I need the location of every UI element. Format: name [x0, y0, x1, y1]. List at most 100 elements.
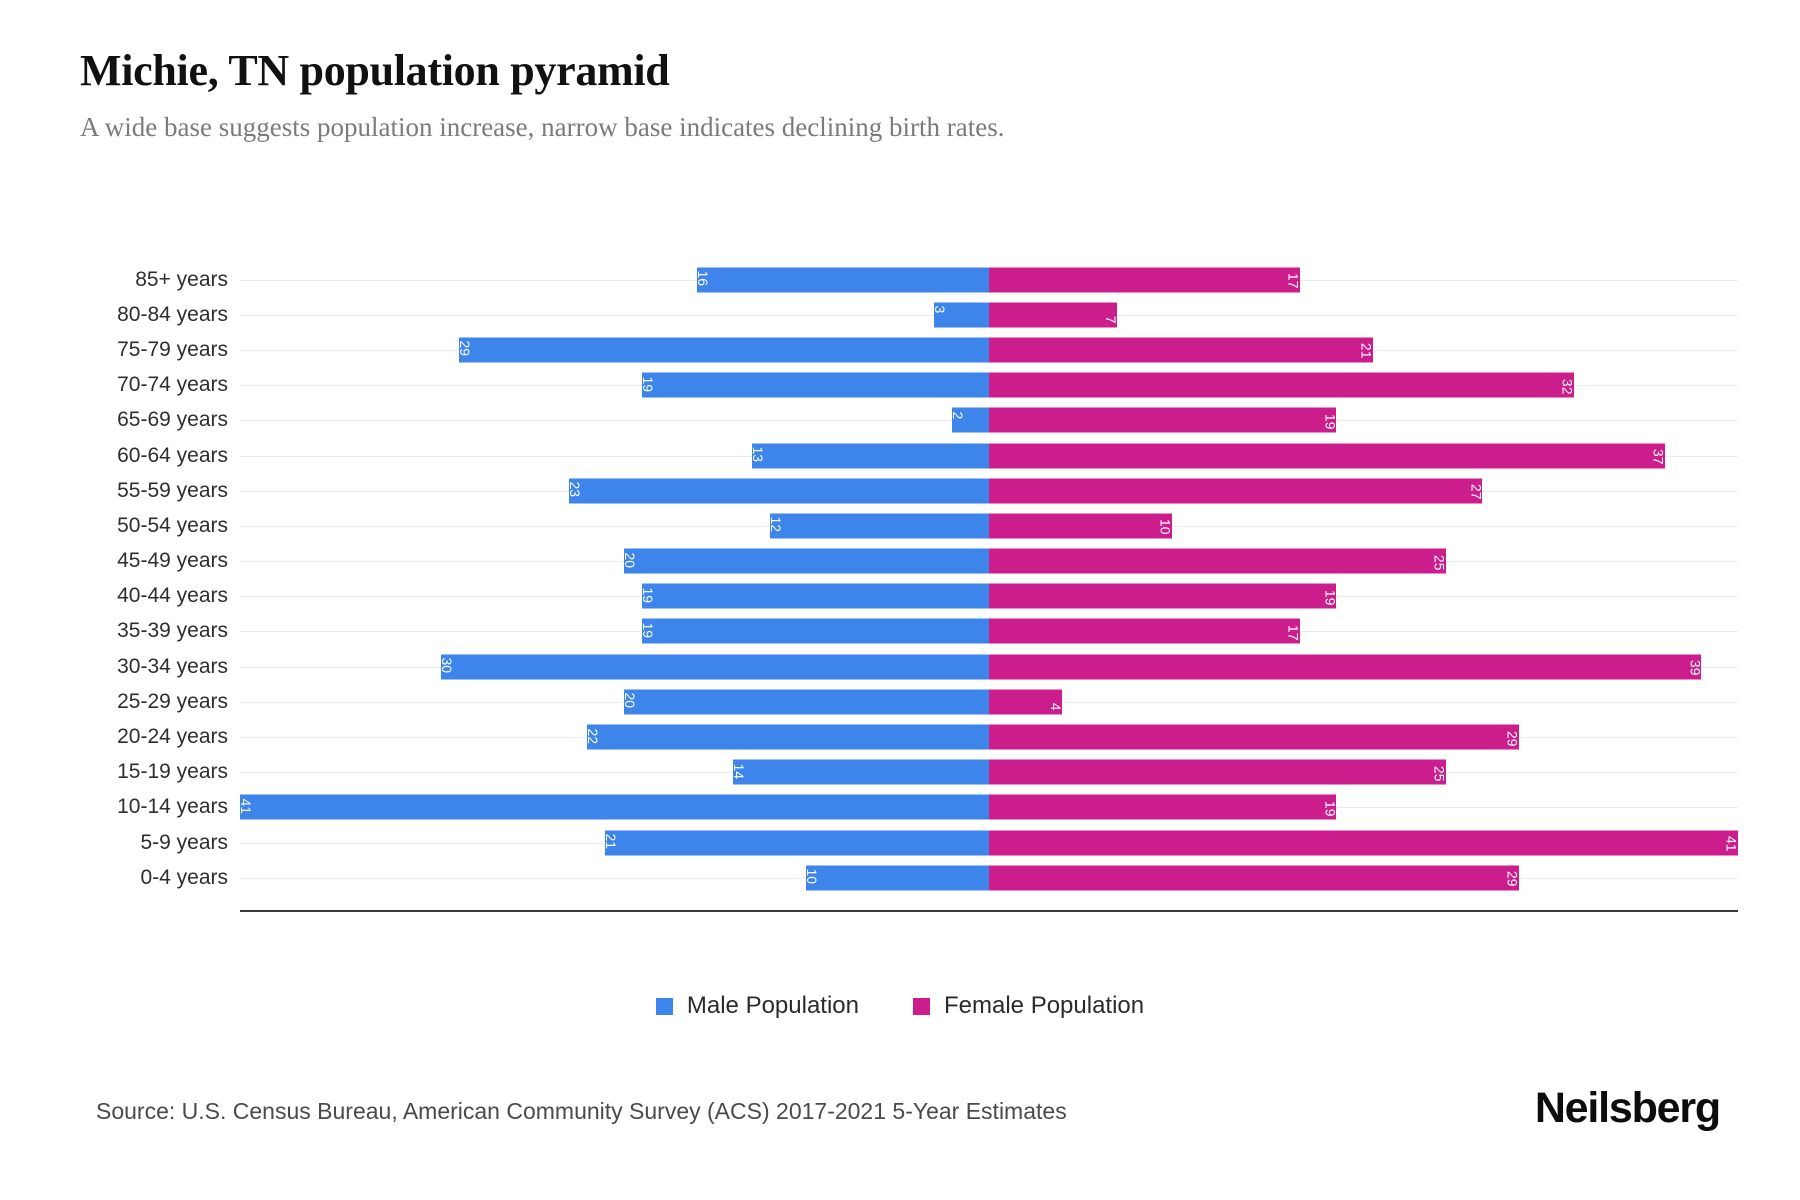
axis-baseline — [240, 910, 1738, 912]
pyramid-row: 25-29 years 20 4 — [0, 684, 1800, 719]
male-bar[interactable]: 41 — [238, 794, 989, 820]
female-bar-value: 10 — [1157, 519, 1174, 535]
male-bar-value: 22 — [585, 728, 602, 744]
pyramid-row: 60-64 years 13 37 — [0, 438, 1800, 473]
male-bar[interactable]: 20 — [622, 548, 989, 574]
male-swatch-icon — [655, 997, 673, 1015]
female-bar[interactable]: 27 — [989, 478, 1484, 504]
female-bar-value: 19 — [1322, 800, 1339, 817]
pyramid-row: 50-54 years 12 10 — [0, 508, 1800, 543]
female-bar[interactable]: 19 — [989, 583, 1339, 609]
male-bar[interactable]: 30 — [438, 654, 989, 680]
female-bar[interactable]: 29 — [989, 865, 1521, 891]
male-bar-value: 30 — [438, 657, 455, 674]
age-group-label: 0-4 years — [140, 865, 228, 889]
female-bar[interactable]: 19 — [989, 407, 1338, 433]
female-bar[interactable]: 39 — [989, 654, 1703, 680]
legend-label-male: Male Population — [686, 992, 859, 1019]
male-bar[interactable]: 19 — [639, 372, 989, 398]
bar-track: 23 27 — [240, 473, 1738, 508]
female-bar[interactable]: 25 — [989, 548, 1448, 574]
male-bar[interactable]: 2 — [950, 407, 989, 433]
male-bar-value: 19 — [639, 622, 656, 639]
male-bar[interactable]: 16 — [695, 267, 989, 293]
female-bar[interactable]: 17 — [989, 618, 1302, 644]
legend-label-female: Female Population — [944, 992, 1145, 1019]
male-bar-value: 19 — [639, 376, 656, 392]
bar-track: 19 19 — [240, 579, 1738, 614]
bar-track: 19 17 — [240, 614, 1738, 649]
bar-track: 22 29 — [240, 719, 1738, 754]
female-bar[interactable]: 10 — [989, 513, 1174, 539]
male-bar[interactable]: 20 — [621, 689, 989, 715]
bar-track: 10 29 — [240, 860, 1738, 895]
male-bar[interactable]: 23 — [566, 478, 989, 504]
age-group-label: 55-59 years — [117, 478, 228, 502]
age-group-label: 45-49 years — [117, 549, 228, 573]
bar-track: 12 10 — [240, 508, 1738, 543]
female-bar-value: 29 — [1504, 871, 1521, 887]
male-bar[interactable]: 13 — [750, 443, 989, 469]
female-bar[interactable]: 29 — [989, 724, 1521, 750]
female-bar-value: 17 — [1285, 273, 1302, 289]
female-bar[interactable]: 19 — [989, 794, 1339, 820]
legend-item-male[interactable]: Male Population — [655, 992, 859, 1020]
pyramid-row: 70-74 years 19 32 — [0, 368, 1800, 403]
bar-track: 14 25 — [240, 755, 1738, 790]
female-bar[interactable]: 32 — [989, 372, 1576, 398]
male-bar-value: 23 — [566, 481, 583, 498]
female-bar[interactable]: 21 — [989, 337, 1375, 363]
bar-track: 2 19 — [240, 403, 1738, 438]
female-bar-value: 32 — [1559, 378, 1576, 395]
bar-track: 20 4 — [240, 684, 1738, 719]
bar-track: 41 19 — [238, 790, 1738, 825]
female-bar[interactable]: 25 — [989, 759, 1448, 785]
bar-track: 19 32 — [240, 368, 1738, 403]
male-bar[interactable]: 19 — [639, 583, 989, 609]
female-bar-value: 7 — [1102, 315, 1119, 324]
pyramid-row: 30-34 years 30 39 — [0, 649, 1800, 684]
female-bar-value: 19 — [1322, 589, 1339, 606]
pyramid-row: 15-19 years 14 25 — [0, 755, 1800, 790]
bar-track: 13 37 — [240, 438, 1738, 473]
pyramid-rows: 85+ years 16 17 80-84 years 3 7 75-79 years 29 2… — [0, 262, 1800, 895]
male-bar-value: 2 — [950, 411, 967, 420]
male-bar[interactable]: 3 — [932, 302, 989, 328]
female-swatch-icon — [913, 997, 930, 1015]
male-bar-value: 12 — [767, 516, 784, 533]
page-title: Michie, TN population pyramid — [80, 46, 670, 95]
female-bar-value: 41 — [1724, 836, 1740, 852]
female-bar[interactable]: 7 — [989, 302, 1119, 328]
age-group-label: 5-9 years — [140, 830, 228, 854]
female-bar[interactable]: 41 — [989, 830, 1740, 856]
male-bar[interactable]: 14 — [731, 759, 989, 785]
chart-subtitle: A wide base suggests population increase… — [80, 112, 1005, 143]
age-group-label: 50-54 years — [117, 513, 228, 537]
pyramid-row: 40-44 years 19 19 — [0, 579, 1800, 614]
pyramid-row: 65-69 years 2 19 — [0, 403, 1800, 438]
male-bar-value: 20 — [621, 692, 638, 709]
male-bar[interactable]: 12 — [767, 513, 989, 539]
male-bar-value: 10 — [804, 868, 821, 885]
legend-item-female[interactable]: Female Population — [913, 992, 1144, 1020]
female-bar-value: 29 — [1504, 730, 1521, 747]
age-group-label: 15-19 years — [117, 760, 228, 784]
male-bar[interactable]: 22 — [585, 724, 989, 750]
female-bar[interactable]: 37 — [989, 443, 1667, 469]
male-bar[interactable]: 19 — [639, 618, 989, 644]
source-note: Source: U.S. Census Bureau, American Com… — [96, 1098, 1067, 1124]
female-bar-value: 25 — [1431, 765, 1448, 782]
male-bar[interactable]: 21 — [603, 830, 989, 856]
bar-track: 29 21 — [240, 332, 1738, 367]
male-bar[interactable]: 29 — [457, 337, 989, 363]
bar-track: 21 41 — [240, 825, 1740, 860]
female-bar[interactable]: 4 — [989, 689, 1064, 715]
pyramid-row: 55-59 years 23 27 — [0, 473, 1800, 508]
male-bar-value: 19 — [639, 587, 656, 603]
chart-header: Michie, TN population pyramid A wide bas… — [80, 46, 1720, 144]
pyramid-row: 80-84 years 3 7 — [0, 297, 1800, 332]
male-bar[interactable]: 10 — [804, 865, 989, 891]
female-bar[interactable]: 17 — [989, 267, 1302, 293]
